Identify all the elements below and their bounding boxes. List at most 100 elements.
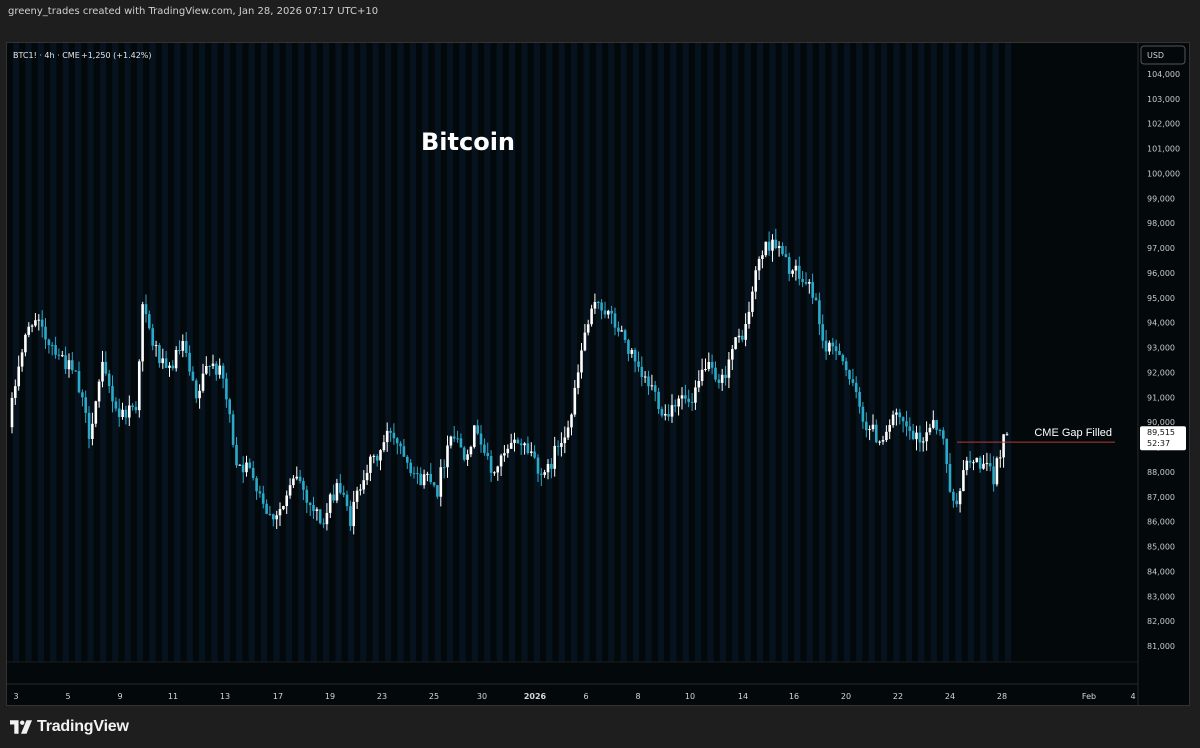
date-tick-label: 2026 (524, 692, 547, 701)
candle-down (221, 363, 225, 389)
date-tick-label: 16 (789, 692, 799, 701)
candle-up (506, 444, 510, 458)
candle-up (590, 304, 593, 327)
session-stripe (112, 43, 119, 662)
candle-up (999, 449, 1002, 468)
candle-up (580, 343, 583, 379)
candle-down (235, 437, 238, 468)
candlestick-chart[interactable]: CME Gap Filled Bitcoin BTC1! · 4h · CME … (7, 43, 1189, 705)
candle-down (225, 372, 228, 408)
last-price-countdown: 52:37 (1147, 439, 1170, 448)
candle-down (684, 384, 687, 404)
candle-down (938, 428, 942, 436)
candle-down (784, 246, 788, 258)
session-stripe (831, 43, 838, 662)
candle-up (694, 380, 697, 410)
candle-up (24, 333, 27, 357)
candle-up (449, 435, 453, 449)
price-tick-label: 94,000 (1147, 319, 1175, 328)
candle-down (158, 343, 161, 368)
candle-up (523, 442, 526, 455)
candle-down (724, 365, 727, 386)
date-tick-label: 10 (685, 692, 695, 701)
candle-up (181, 334, 185, 358)
candle-up (828, 340, 831, 355)
price-tick-label: 99,000 (1147, 194, 1175, 203)
chart-panel[interactable]: CME Gap Filled Bitcoin BTC1! · 4h · CME … (6, 42, 1190, 706)
session-stripe (137, 43, 144, 662)
currency-button[interactable]: USD (1140, 45, 1186, 65)
candle-down (151, 323, 154, 351)
candle-down (442, 459, 446, 479)
date-tick-label: 25 (429, 692, 439, 701)
candle-up (513, 432, 516, 452)
candle-up (560, 432, 563, 457)
candle-down (459, 433, 463, 448)
price-tick-label: 85,000 (1147, 543, 1175, 552)
candle-up (891, 410, 895, 428)
price-tick-label: 102,000 (1147, 120, 1180, 129)
candle-up (925, 421, 928, 451)
session-stripe (819, 43, 826, 662)
candle-up (921, 437, 925, 452)
session-stripe (967, 43, 974, 662)
session-stripe (372, 43, 379, 662)
session-stripe (323, 43, 330, 662)
session-stripe (533, 43, 540, 662)
candle-up (245, 455, 248, 477)
session-stripe (620, 43, 627, 662)
candle-down (57, 348, 61, 360)
candle-down (818, 292, 821, 336)
candle-down (623, 328, 627, 343)
candle-down (107, 369, 111, 393)
candle-down (854, 376, 858, 399)
candle-down (690, 393, 694, 411)
candle-down (191, 366, 195, 382)
session-stripe (223, 43, 230, 662)
candle-down (255, 476, 258, 500)
candle-down (901, 416, 905, 433)
candle-up (878, 440, 881, 446)
candle-down (603, 301, 607, 319)
candle-up (566, 420, 570, 440)
candle-up (335, 478, 339, 504)
price-tick-label: 81,000 (1147, 642, 1175, 651)
candle-down (228, 397, 231, 423)
candle-down (821, 314, 824, 349)
candle-up (161, 348, 164, 369)
candle-down (798, 256, 801, 286)
candle-down (188, 345, 191, 376)
candle-up (352, 490, 355, 535)
candle-up (885, 425, 888, 443)
price-tick-label: 91,000 (1147, 393, 1175, 402)
tradingview-logo-icon (10, 720, 32, 734)
last-price-badge: 89,515 52:37 (1140, 426, 1186, 451)
candle-down (600, 299, 603, 320)
candle-up (499, 453, 503, 476)
candle-down (945, 438, 948, 473)
candle-down (613, 307, 617, 336)
candle-down (908, 417, 912, 440)
candle-down (610, 305, 613, 324)
candle-down (215, 361, 218, 381)
brand-footer[interactable]: TradingView (10, 716, 129, 738)
session-stripe (347, 43, 354, 662)
candle-down (339, 474, 342, 495)
candle-up (121, 402, 124, 420)
change-label: +1,250 (+1.42%) (81, 51, 152, 60)
date-tick-label: 13 (220, 692, 230, 701)
candle-down (342, 485, 345, 498)
candle-up (808, 279, 811, 294)
candle-up (747, 301, 751, 329)
candle-down (526, 436, 530, 455)
candle-up (573, 380, 577, 417)
candle-down (452, 426, 456, 442)
candle-down (992, 456, 995, 492)
session-stripe (918, 43, 925, 662)
candle-down (171, 360, 175, 371)
candle-up (439, 459, 443, 507)
symbol-info[interactable]: BTC1! · 4h · CME +1,250 (+1.42%) (13, 51, 152, 60)
price-tick-label: 83,000 (1147, 592, 1175, 601)
candle-up (771, 234, 774, 262)
candle-down (409, 459, 412, 477)
